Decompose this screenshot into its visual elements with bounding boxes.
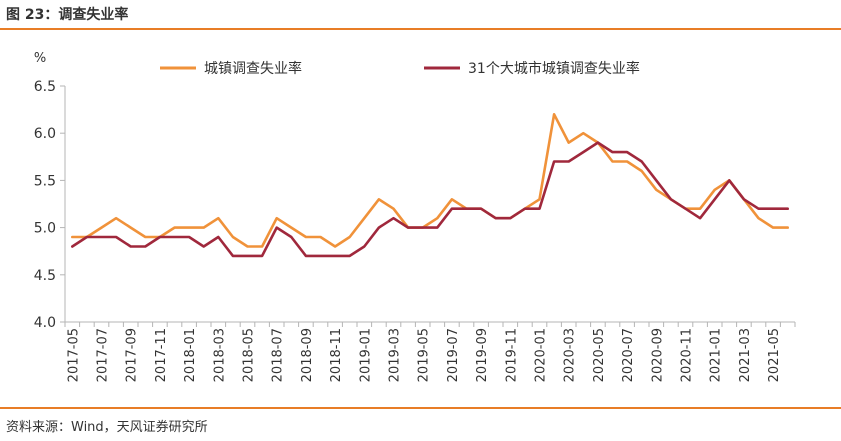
top-rule [0,28,841,30]
x-tick-label: 2020-11 [680,328,695,382]
x-tick-label: 2020-09 [650,328,665,382]
x-tick-label: 2017-05 [66,328,81,382]
y-tick-label: 6.0 [34,126,56,142]
x-tick-label: 2021-01 [709,328,724,382]
x-tick-label: 2017-09 [125,328,140,382]
figure-title: 图 23：调查失业率 [6,7,129,23]
y-tick-label: 6.5 [34,79,56,95]
x-tick-label: 2019-11 [504,328,519,382]
y-tick-label: 5.0 [34,221,56,237]
legend-label-31-cities: 31个大城市城镇调查失业率 [468,60,640,77]
series-line-31-cities [71,141,790,258]
x-tick-label: 2019-01 [358,328,373,382]
legend-label-urban: 城镇调查失业率 [204,60,302,77]
x-tick-label: 2018-11 [329,328,344,382]
x-tick-label: 2019-03 [388,328,403,382]
x-tick-label: 2017-11 [154,328,169,382]
y-tick-label: 4.5 [34,268,56,284]
x-tick-label: 2018-05 [242,328,257,382]
x-tick-label: 2019-05 [417,328,432,382]
x-tick-label: 2017-07 [96,328,111,382]
x-tick-label: 2018-03 [212,328,227,382]
x-tick-label: 2019-09 [475,328,490,382]
source-note: 资料来源：Wind，天风证券研究所 [6,420,208,435]
x-tick-label: 2018-01 [183,328,198,382]
x-tick-label: 2019-07 [446,328,461,382]
x-tick-label: 2018-09 [300,328,315,382]
y-tick-label: 4.0 [34,315,56,331]
y-tick-label: 5.5 [34,173,56,189]
x-tick-label: 2020-05 [592,328,607,382]
legend: 城镇调查失业率 31个大城市城镇调查失业率 [160,60,640,77]
x-tick-label: 2018-07 [271,328,286,382]
x-tick-label: 2020-03 [563,328,578,382]
x-tick-label: 2020-01 [534,328,549,382]
x-tick-label: 2020-07 [621,328,636,382]
x-tick-label: 2021-05 [767,328,782,382]
line-chart: % 城镇调查失业率 31个大城市城镇调查失业率 4.0 4.5 5.0 5.5 6.0 6… [34,51,796,382]
bottom-rule [0,407,841,409]
y-unit-label: % [34,51,46,66]
axes: 4.0 4.5 5.0 5.5 6.0 6.5 2017-05 2017-07 2017-09 2… [34,79,796,382]
series-lines [71,113,790,258]
x-tick-label: 2021-03 [738,328,753,382]
